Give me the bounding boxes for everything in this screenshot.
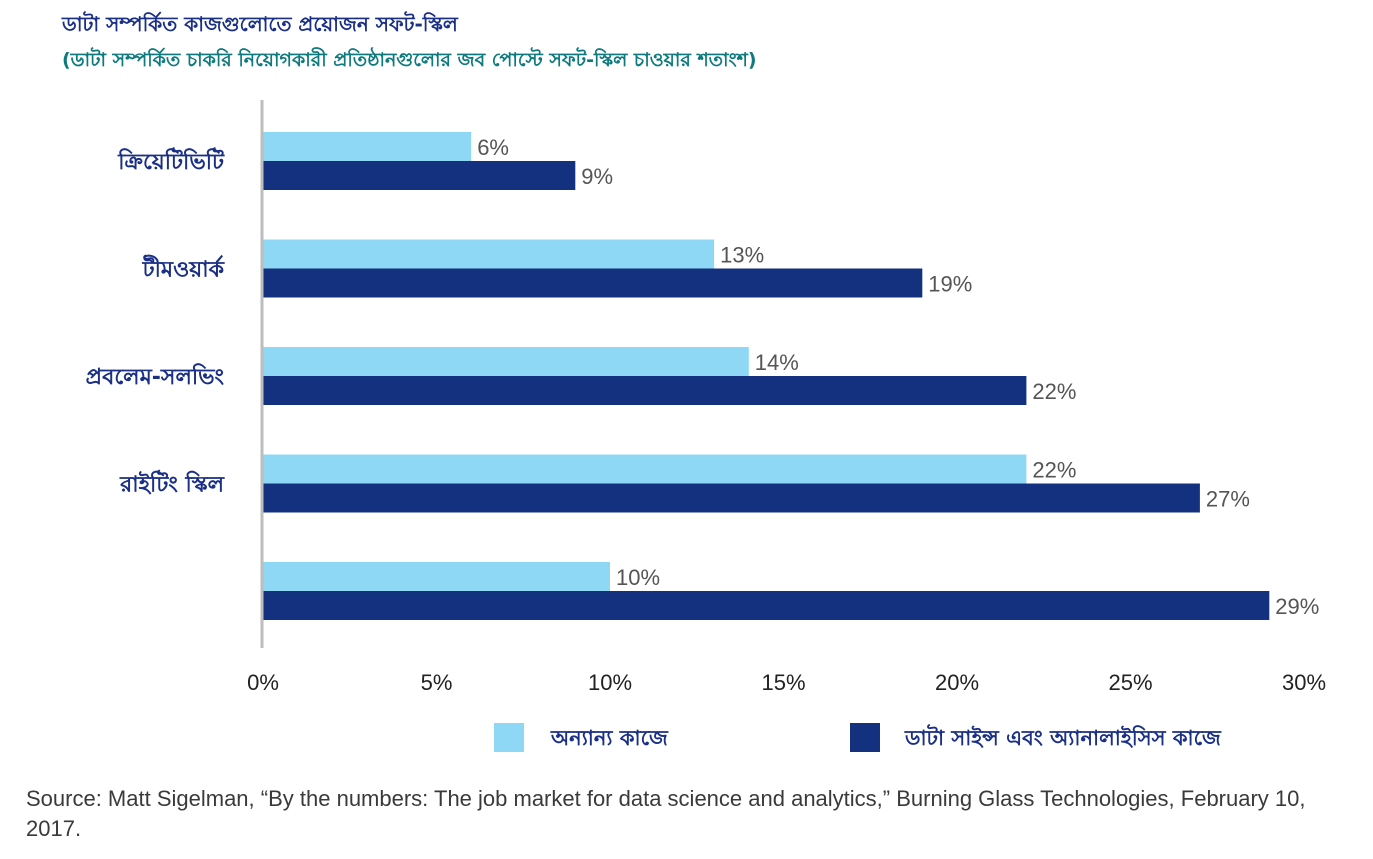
category-label: টীমওয়ার্ক <box>142 255 226 283</box>
x-tick-label: 15% <box>761 670 805 695</box>
x-tick-label: 5% <box>421 670 453 695</box>
bar-data-science-2 <box>263 376 1027 405</box>
bar-data-science-4 <box>263 591 1270 620</box>
x-tick-label: 0% <box>247 670 279 695</box>
bar-other-jobs-1 <box>263 239 715 269</box>
value-label: 14% <box>755 350 799 375</box>
bar-data-science-3 <box>263 483 1200 513</box>
value-label: 22% <box>1032 458 1076 483</box>
source-note: Source: Matt Sigelman, “By the numbers: … <box>26 786 1306 841</box>
category-label: রাইটিং স্কিল <box>119 470 225 498</box>
bar-other-jobs-0 <box>263 132 472 161</box>
legend-label: ডাটা সাইন্স এবং অ্যানালাইসিস কাজে <box>904 724 1222 750</box>
category-label: ক্রিয়েটিভিটি <box>117 147 225 175</box>
chart-title: ডাটা সম্পর্কিত কাজগুলোতে প্রয়োজন সফট-স্… <box>62 12 458 36</box>
chart-subtitle: (ডাটা সম্পর্কিত চাকরি নিয়োগকারী প্রতিষ্… <box>62 49 757 71</box>
x-tick-label: 10% <box>588 670 632 695</box>
legend-label: অন্যান্য কাজে <box>550 726 669 750</box>
category-label: প্রবলেম-সলভিং <box>86 363 225 390</box>
value-label: 10% <box>616 565 660 590</box>
bar-other-jobs-2 <box>263 347 749 376</box>
x-tick-label: 25% <box>1108 670 1152 695</box>
value-label: 19% <box>928 272 972 297</box>
value-label: 6% <box>477 135 509 160</box>
value-label: 13% <box>720 243 764 268</box>
value-label: 29% <box>1275 594 1319 619</box>
value-label: 9% <box>581 164 613 189</box>
bar-other-jobs-4 <box>263 562 610 591</box>
value-label: 27% <box>1206 487 1250 512</box>
legend-swatch-other-jobs <box>494 723 524 752</box>
legend-swatch-data-science <box>850 723 880 752</box>
x-tick-label: 20% <box>935 670 979 695</box>
value-label: 22% <box>1032 379 1076 404</box>
bar-data-science-1 <box>263 268 923 298</box>
bar-other-jobs-3 <box>263 454 1027 484</box>
x-tick-label: 30% <box>1282 670 1326 695</box>
bar-data-science-0 <box>263 161 576 190</box>
